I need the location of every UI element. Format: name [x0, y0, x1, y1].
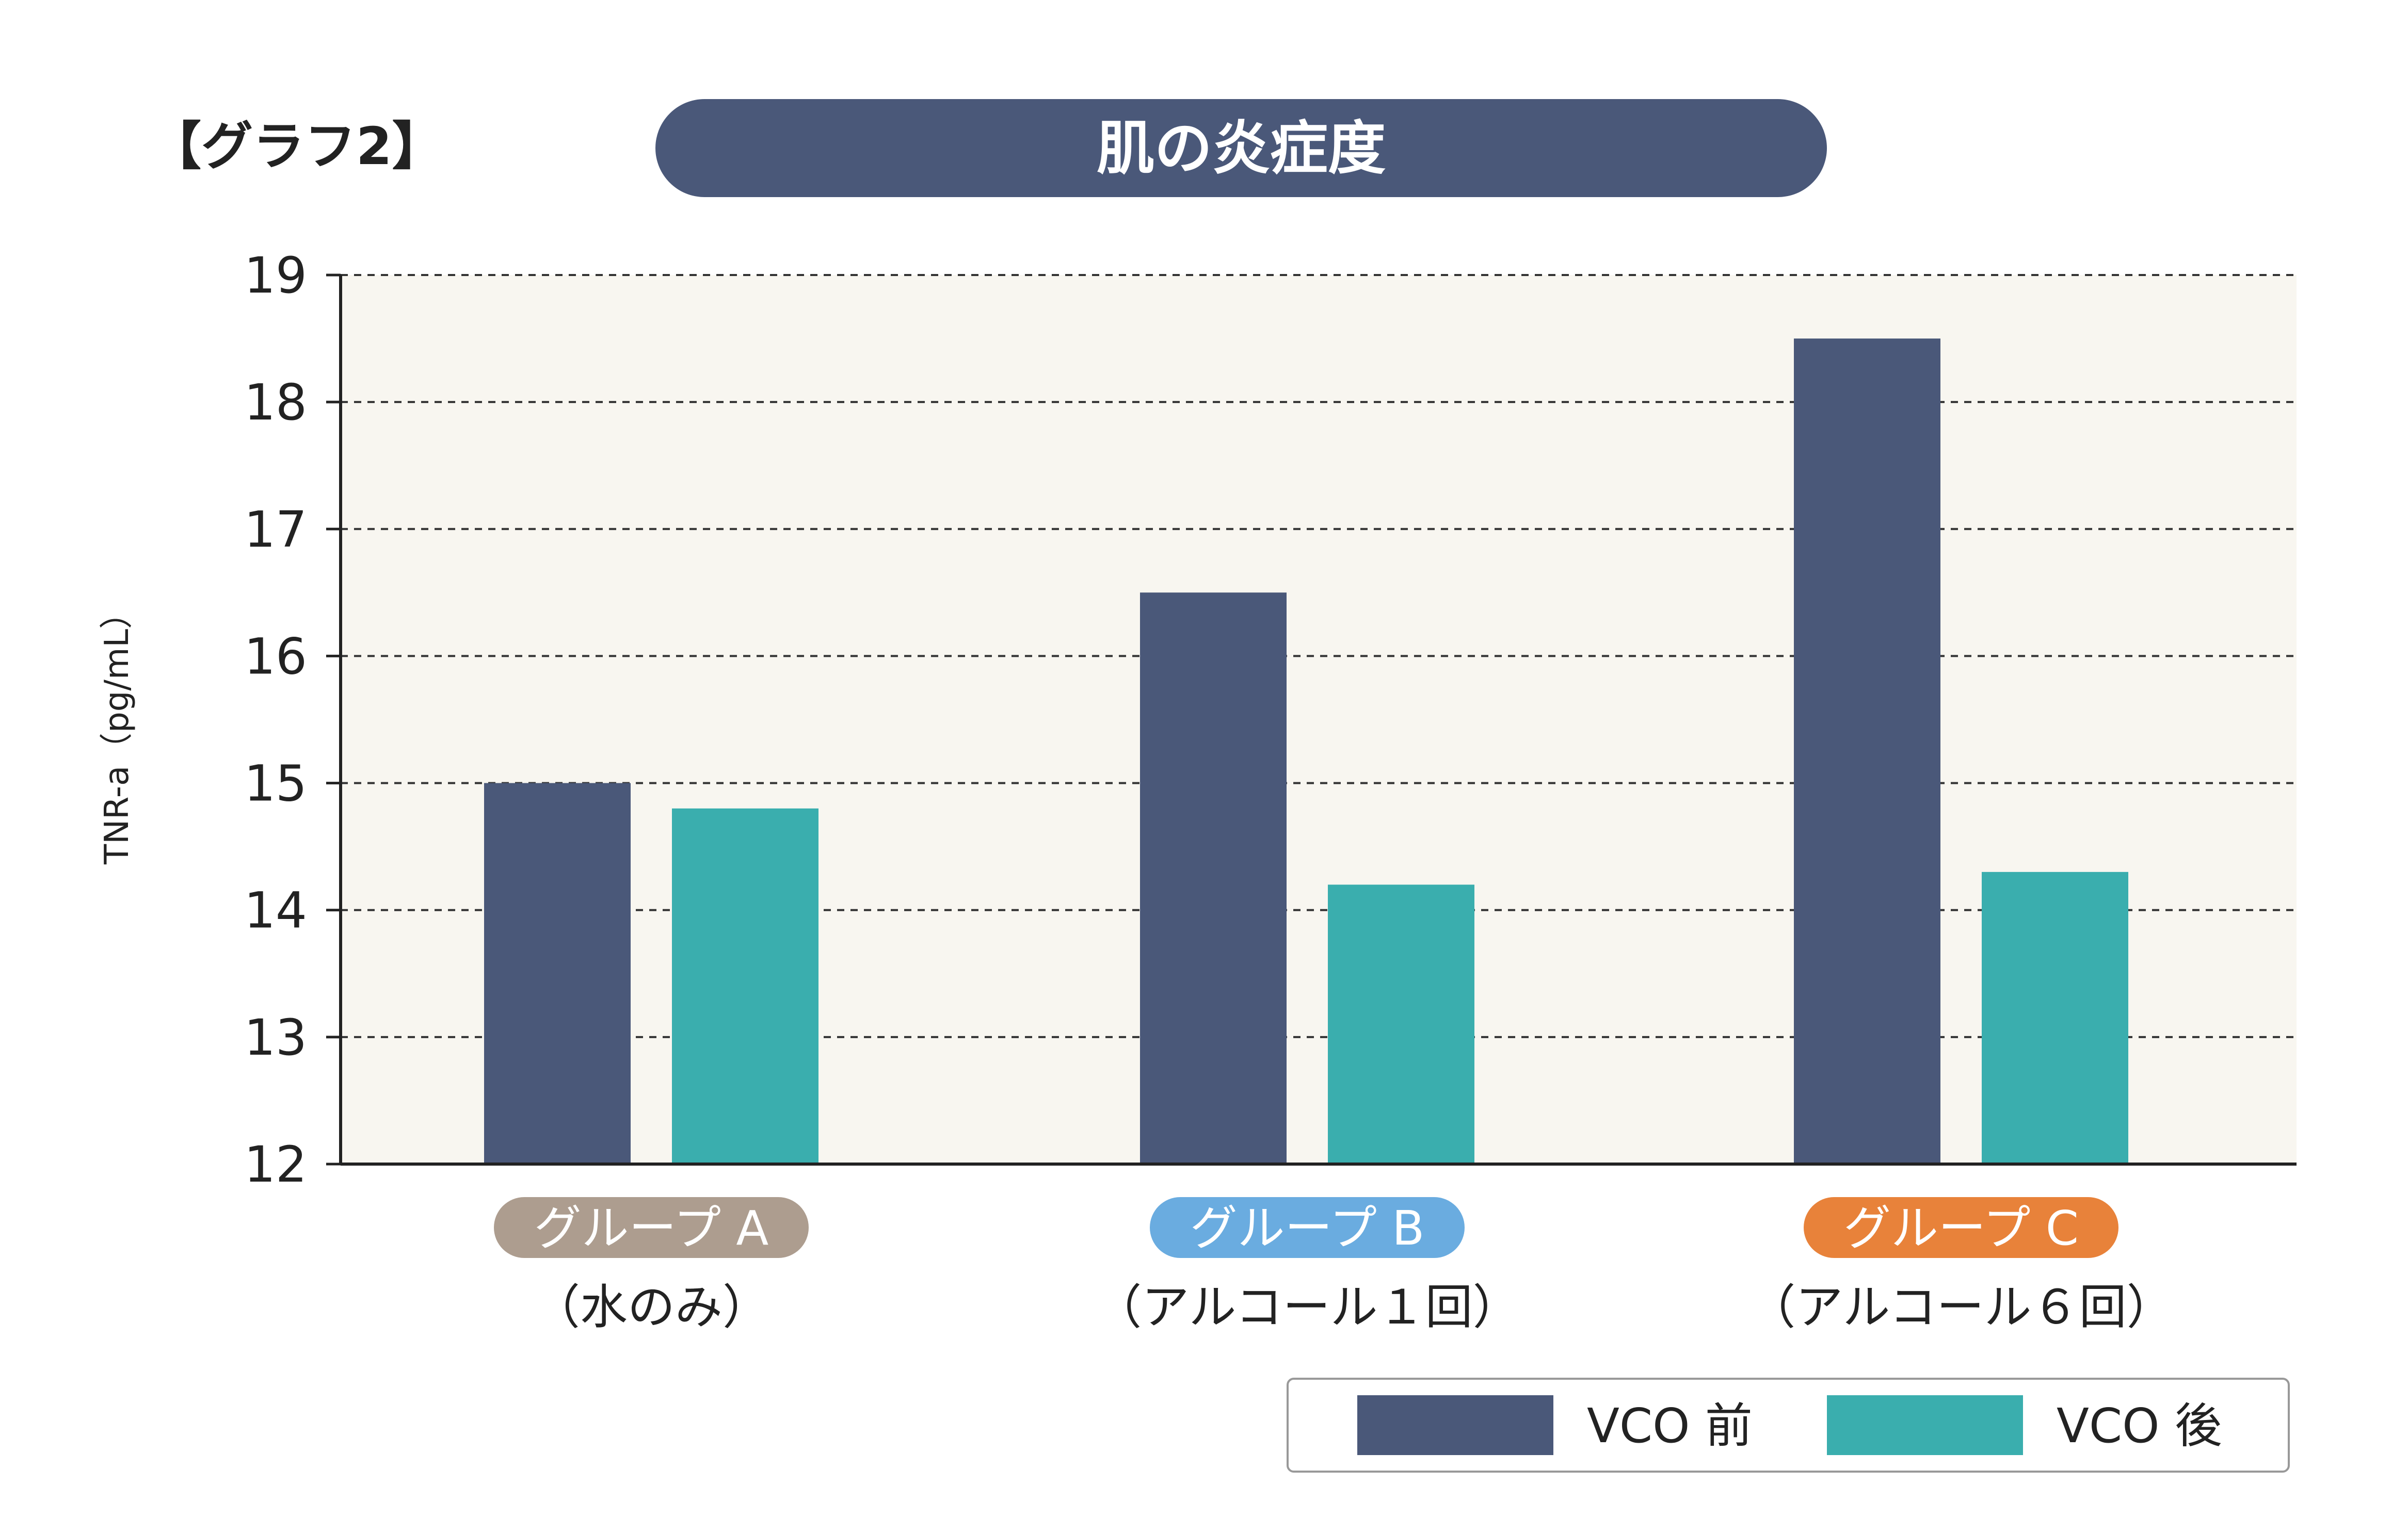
bar-after-3 — [1982, 872, 2128, 1164]
category-sub-label: （アルコール１回） — [1094, 1280, 1520, 1335]
legend-swatch-after — [1827, 1395, 2023, 1455]
category-sub-label: （アルコール６回） — [1748, 1280, 2174, 1335]
legend-label-before: VCO 前 — [1587, 1398, 1753, 1454]
category-sub-label: （水のみ） — [533, 1280, 770, 1335]
chart-title: 肌の炎症度 — [1097, 115, 1386, 182]
category-badge-label: グループ C — [1843, 1201, 2079, 1256]
y-tick-label: 18 — [244, 374, 307, 431]
y-tick-label: 14 — [244, 882, 307, 940]
bars — [484, 338, 2128, 1164]
title-banner-bg — [655, 99, 1827, 197]
plot-area — [341, 275, 2297, 1164]
bar-after-2 — [1328, 884, 1474, 1164]
category-badge-bg — [1150, 1197, 1465, 1258]
y-tick-label: 13 — [244, 1009, 307, 1067]
bar-before-1 — [484, 783, 631, 1164]
bar-before-2 — [1140, 592, 1287, 1164]
y-axis-ticks: 12 13 14 15 16 17 18 19 — [244, 247, 341, 1193]
x-axis-categories: グループ A （水のみ） グループ B （アルコール１回） グループ C （アルコール６回… — [494, 1197, 2174, 1335]
chart-label: 【グラフ2】 — [150, 116, 444, 176]
category-badge-bg — [1804, 1197, 2118, 1258]
legend: VCO 前 VCO 後 — [1287, 1378, 2290, 1473]
category-badge-label: グループ B — [1190, 1201, 1425, 1256]
gridlines — [341, 274, 2297, 1038]
bar-before-3 — [1794, 338, 1940, 1164]
title-banner: 肌の炎症度 — [655, 99, 1827, 197]
y-tick-label: 16 — [244, 627, 307, 685]
legend-label-after: VCO 後 — [2057, 1398, 2222, 1454]
legend-swatch-before — [1357, 1395, 1553, 1455]
category-badge-bg — [494, 1197, 809, 1258]
category-badge-label: グループ A — [534, 1201, 769, 1256]
y-tick-label: 19 — [244, 247, 307, 304]
y-tick-label: 15 — [244, 755, 307, 813]
y-axis-label: TNR-a（pg/mL） — [98, 596, 136, 865]
y-tick-label: 12 — [244, 1136, 307, 1193]
y-tick-label: 17 — [244, 501, 307, 558]
bar-after-1 — [672, 808, 818, 1164]
